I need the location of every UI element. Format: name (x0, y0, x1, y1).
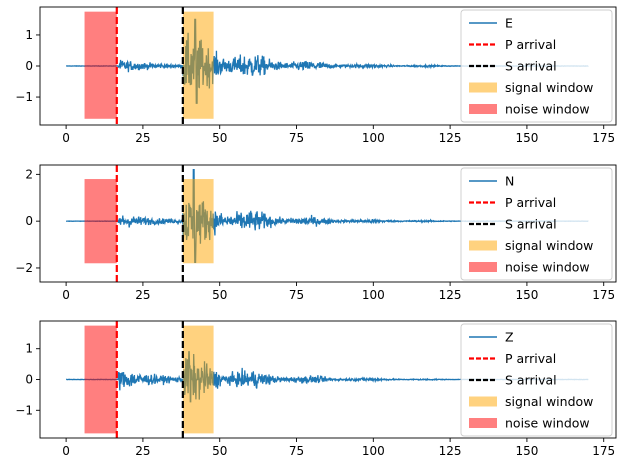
legend-entry-p-arrival: P arrival (469, 195, 556, 210)
legend: N P arrival S arrival signal window noise wi… (460, 167, 613, 281)
x-tick-label: 75 (289, 131, 304, 145)
legend-label: P arrival (505, 37, 556, 52)
legend-entry-s-arrival: S arrival (469, 217, 557, 232)
x-tick-label: 25 (135, 444, 150, 458)
legend-entry-p-arrival: P arrival (469, 37, 556, 52)
x-tick-label: 50 (212, 131, 227, 145)
legend-swatch (469, 262, 497, 272)
legend-entry-signal-window: signal window (469, 238, 593, 253)
y-tick-label: 1 (25, 342, 33, 356)
noise-window-patch (84, 11, 117, 119)
legend-label: signal window (505, 238, 593, 253)
legend-entry-signal-window: signal window (469, 80, 593, 95)
legend-label: Z (505, 330, 514, 345)
x-tick-label: 100 (362, 288, 385, 302)
x-tick-label: 175 (592, 444, 615, 458)
legend-label: noise window (505, 260, 590, 275)
y-tick-label: 0 (25, 59, 33, 73)
noise-window-patch (84, 325, 117, 434)
legend: Z P arrival S arrival signal window noise wi… (460, 323, 613, 437)
signal-window-patch (182, 11, 214, 119)
legend-entry-series: N (469, 174, 514, 189)
y-tick-label: 1 (25, 28, 33, 42)
x-tick-label: 0 (62, 131, 70, 145)
legend-entry-noise-window: noise window (469, 416, 590, 431)
x-tick-label: 75 (289, 444, 304, 458)
subplot-3: 0 25 50 75 100 125 150 175 −1 0 1 Z P arrival S arriv… (15, 320, 617, 458)
x-tick-label: 150 (515, 288, 538, 302)
legend-label: signal window (505, 80, 593, 95)
legend-label: signal window (505, 394, 593, 409)
y-tick-label: −1 (15, 403, 33, 417)
y-tick-label: 0 (25, 214, 33, 228)
signal-window-patch (182, 325, 214, 434)
x-tick-label: 25 (135, 131, 150, 145)
y-tick-label: 0 (25, 373, 33, 387)
legend-entry-p-arrival: P arrival (469, 351, 556, 366)
signal-window-patch (182, 179, 214, 264)
legend-box (460, 167, 613, 281)
y-tick-label: −2 (15, 261, 33, 275)
x-tick-label: 175 (592, 288, 615, 302)
x-tick-label: 100 (362, 444, 385, 458)
x-tick-label: 0 (62, 288, 70, 302)
legend-label: S arrival (505, 217, 557, 232)
x-tick-label: 125 (439, 444, 462, 458)
legend-entry-signal-window: signal window (469, 394, 593, 409)
y-tick-label: −1 (15, 90, 33, 104)
legend-entry-s-arrival: S arrival (469, 59, 557, 74)
plot-area (65, 321, 589, 438)
subplot-2: 0 25 50 75 100 125 150 175 −2 0 2 N P arrival S arriv… (15, 164, 617, 302)
legend-label: P arrival (505, 351, 556, 366)
x-tick-label: 100 (362, 131, 385, 145)
legend-label: E (505, 16, 513, 31)
legend-label: P arrival (505, 195, 556, 210)
legend-label: noise window (505, 102, 590, 117)
y-tick-label: 2 (25, 167, 33, 181)
x-tick-label: 150 (515, 444, 538, 458)
legend-swatch (469, 396, 497, 407)
legend-swatch (469, 82, 497, 93)
legend-box (460, 323, 613, 437)
x-tick-label: 125 (439, 288, 462, 302)
x-tick-label: 175 (592, 131, 615, 145)
legend-entry-series: E (469, 16, 513, 31)
x-tick-label: 0 (62, 444, 70, 458)
legend-entry-noise-window: noise window (469, 102, 590, 117)
noise-window-patch (84, 179, 117, 264)
legend-swatch (469, 240, 497, 251)
legend-swatch (469, 104, 497, 114)
plot-area (66, 7, 589, 125)
axes-frame (39, 164, 617, 283)
legend-label: S arrival (505, 373, 557, 388)
x-tick-label: 25 (135, 288, 150, 302)
legend-swatch (469, 418, 497, 428)
x-tick-label: 50 (212, 444, 227, 458)
legend-entry-noise-window: noise window (469, 260, 590, 275)
x-tick-label: 125 (439, 131, 462, 145)
legend-entry-series: Z (469, 330, 514, 345)
plot-area (65, 165, 589, 282)
legend: E P arrival S arrival signal window noise wi… (460, 9, 613, 123)
legend-label: S arrival (505, 59, 557, 74)
legend-label: N (505, 174, 514, 189)
x-tick-label: 75 (289, 288, 304, 302)
subplot-1: 0 25 50 75 100 125 150 175 −1 0 1 E P arrival S arriv… (15, 6, 617, 145)
x-tick-label: 50 (212, 288, 227, 302)
x-tick-label: 150 (515, 131, 538, 145)
legend-box (460, 9, 613, 123)
legend-entry-s-arrival: S arrival (469, 373, 557, 388)
legend-label: noise window (505, 416, 590, 431)
